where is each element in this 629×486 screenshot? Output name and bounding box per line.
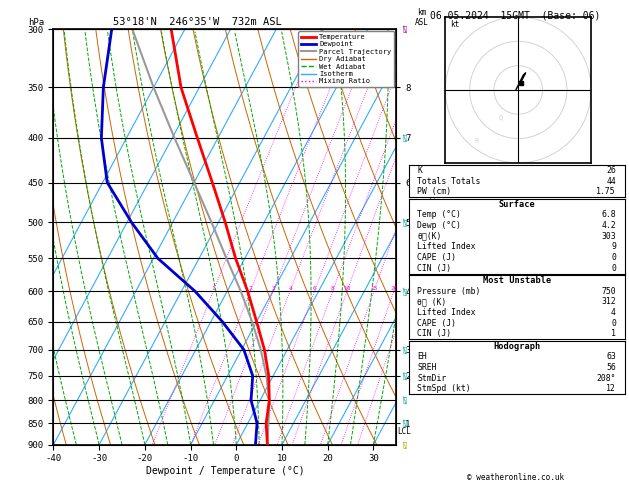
Text: Hodograph: Hodograph (493, 342, 540, 350)
Text: /: / (401, 418, 411, 428)
Text: Lifted Index: Lifted Index (418, 243, 476, 251)
Text: 1.75: 1.75 (596, 188, 616, 196)
Text: K: K (418, 166, 422, 175)
Legend: Temperature, Dewpoint, Parcel Trajectory, Dry Adiabat, Wet Adiabat, Isotherm, Mi: Temperature, Dewpoint, Parcel Trajectory… (298, 31, 394, 87)
Text: 56: 56 (606, 363, 616, 372)
X-axis label: Dewpoint / Temperature (°C): Dewpoint / Temperature (°C) (145, 466, 304, 476)
Text: Surface: Surface (498, 200, 535, 208)
Text: ⊿: ⊿ (403, 397, 407, 403)
Text: Totals Totals: Totals Totals (418, 177, 481, 186)
Text: ⊿: ⊿ (403, 135, 407, 141)
Text: 15: 15 (370, 286, 378, 291)
Text: 4: 4 (288, 286, 292, 291)
Text: 1: 1 (611, 330, 616, 338)
Text: PW (cm): PW (cm) (418, 188, 452, 196)
Text: 44: 44 (606, 177, 616, 186)
Text: CIN (J): CIN (J) (418, 264, 452, 273)
Text: 63: 63 (606, 352, 616, 361)
Text: 303: 303 (601, 232, 616, 241)
Text: LCL: LCL (397, 427, 411, 436)
Text: km
ASL: km ASL (415, 8, 429, 27)
Text: θᴇ(K): θᴇ(K) (418, 232, 442, 241)
Text: ⊿: ⊿ (403, 372, 407, 379)
Text: θᴇ (K): θᴇ (K) (418, 297, 447, 306)
Text: 312: 312 (601, 297, 616, 306)
Text: 10: 10 (343, 286, 351, 291)
Text: 750: 750 (601, 287, 616, 295)
Text: EH: EH (418, 352, 427, 361)
Text: 6.8: 6.8 (601, 210, 616, 219)
Text: /: / (401, 133, 411, 143)
Text: Most Unstable: Most Unstable (482, 276, 551, 285)
Text: /: / (401, 395, 411, 405)
Text: /: / (401, 286, 411, 296)
Text: 3: 3 (271, 286, 275, 291)
Text: kt: kt (450, 20, 460, 29)
Text: Dewp (°C): Dewp (°C) (418, 221, 461, 230)
Text: Q: Q (499, 114, 503, 120)
Text: Pressure (mb): Pressure (mb) (418, 287, 481, 295)
Text: StmSpd (kt): StmSpd (kt) (418, 384, 471, 393)
Text: 208°: 208° (596, 374, 616, 382)
Text: 12: 12 (606, 384, 616, 393)
Text: Temp (°C): Temp (°C) (418, 210, 461, 219)
Text: CAPE (J): CAPE (J) (418, 319, 457, 328)
Text: ⊿: ⊿ (403, 288, 407, 295)
Text: ⊿: ⊿ (403, 219, 407, 226)
Text: ⊿: ⊿ (403, 441, 407, 448)
Text: Lifted Index: Lifted Index (418, 308, 476, 317)
Y-axis label: Mixing Ratio (g/kg): Mixing Ratio (g/kg) (427, 186, 437, 288)
Text: /: / (401, 24, 411, 34)
Text: StmDir: StmDir (418, 374, 447, 382)
Text: 1: 1 (211, 286, 215, 291)
Text: 26: 26 (606, 166, 616, 175)
Text: © weatheronline.co.uk: © weatheronline.co.uk (467, 473, 564, 482)
Text: 8: 8 (331, 286, 335, 291)
Text: 4.2: 4.2 (601, 221, 616, 230)
Text: /: / (401, 217, 411, 227)
Text: 53°18'N  246°35'W  732m ASL: 53°18'N 246°35'W 732m ASL (113, 17, 282, 27)
Text: 20: 20 (390, 286, 398, 291)
Text: CAPE (J): CAPE (J) (418, 253, 457, 262)
Text: R: R (474, 139, 479, 144)
Text: SREH: SREH (418, 363, 437, 372)
Text: CIN (J): CIN (J) (418, 330, 452, 338)
Text: 4: 4 (611, 308, 616, 317)
Text: 2: 2 (248, 286, 252, 291)
Text: ⊿: ⊿ (403, 420, 407, 426)
Text: /: / (401, 440, 411, 450)
Text: /: / (401, 371, 411, 381)
Text: ⊿: ⊿ (403, 347, 407, 353)
Text: ⊿: ⊿ (403, 26, 407, 33)
Text: /: / (401, 345, 411, 355)
Text: hPa: hPa (28, 18, 44, 27)
Text: 06.05.2024  15GMT  (Base: 06): 06.05.2024 15GMT (Base: 06) (430, 11, 600, 21)
Text: 0: 0 (611, 264, 616, 273)
Text: 9: 9 (611, 243, 616, 251)
Text: 6: 6 (313, 286, 316, 291)
Text: 0: 0 (611, 253, 616, 262)
Text: 0: 0 (611, 319, 616, 328)
